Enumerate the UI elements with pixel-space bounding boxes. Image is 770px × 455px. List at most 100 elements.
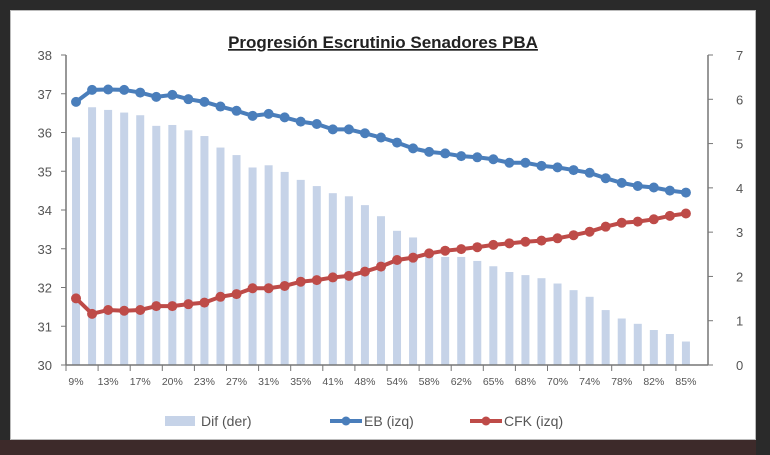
point-cfk — [584, 226, 595, 237]
legend-label: EB (izq) — [364, 413, 414, 429]
legend-label: Dif (der) — [201, 413, 252, 429]
point-eb — [71, 96, 82, 107]
left-tick-label: 33 — [38, 242, 52, 257]
x-tick-label: 20% — [162, 376, 183, 388]
bar-dif — [200, 136, 209, 365]
point-cfk — [327, 272, 338, 283]
point-cfk — [408, 252, 419, 263]
point-eb — [440, 148, 451, 159]
bar-dif — [553, 283, 562, 365]
point-eb — [167, 89, 178, 100]
bar-dif — [489, 266, 498, 365]
point-eb — [295, 116, 306, 127]
x-tick-label: 58% — [419, 376, 440, 388]
point-eb — [183, 94, 194, 105]
bar-dif — [393, 230, 402, 365]
bar-dif — [473, 260, 482, 365]
point-eb — [504, 157, 515, 168]
x-tick-label: 48% — [354, 376, 375, 388]
point-eb — [343, 124, 354, 135]
bar-dif — [168, 124, 177, 365]
bar-dif — [184, 130, 193, 365]
point-cfk — [231, 289, 242, 300]
bar-dif — [216, 147, 225, 365]
point-eb — [103, 84, 114, 95]
bar-dif — [248, 167, 257, 365]
bar-dif — [633, 323, 642, 365]
point-eb — [552, 162, 563, 173]
point-eb — [359, 128, 370, 139]
point-cfk — [199, 297, 210, 308]
bar-dif — [88, 107, 97, 365]
left-tick-label: 30 — [38, 358, 52, 373]
point-cfk — [247, 283, 258, 294]
point-cfk — [87, 308, 98, 319]
point-cfk — [648, 214, 659, 225]
point-eb — [520, 157, 531, 168]
point-cfk — [359, 266, 370, 277]
point-cfk — [215, 291, 226, 302]
x-tick-label: 41% — [322, 376, 343, 388]
right-tick-label: 5 — [736, 137, 743, 152]
x-tick-label: 74% — [579, 376, 600, 388]
bar-dif — [441, 256, 450, 365]
bar-dif — [457, 256, 466, 365]
x-tick-label: 35% — [290, 376, 311, 388]
bar-dif — [521, 275, 530, 365]
point-eb — [231, 105, 242, 116]
x-tick-label: 13% — [98, 376, 119, 388]
point-cfk — [151, 301, 162, 312]
bar-dif — [601, 310, 610, 365]
legend-swatch-dif — [165, 416, 195, 426]
left-tick-label: 36 — [38, 126, 52, 141]
left-tick-label: 34 — [38, 203, 52, 218]
bar-dif — [152, 125, 161, 365]
point-cfk — [504, 238, 515, 249]
bar-dif — [360, 205, 369, 365]
point-cfk — [392, 254, 403, 265]
point-cfk — [440, 245, 451, 256]
bar-dif — [681, 341, 690, 365]
x-tick-label: 23% — [194, 376, 215, 388]
point-eb — [600, 173, 611, 184]
bar-dif — [376, 216, 385, 365]
bar-dif — [232, 155, 241, 365]
left-tick-label: 32 — [38, 281, 52, 296]
point-cfk — [552, 233, 563, 244]
point-eb — [327, 124, 338, 135]
right-tick-label: 2 — [736, 269, 743, 284]
bar-dif — [617, 318, 626, 365]
x-tick-label: 85% — [675, 376, 696, 388]
point-eb — [199, 96, 210, 107]
point-cfk — [71, 293, 82, 304]
point-cfk — [488, 239, 499, 250]
x-tick-label: 17% — [130, 376, 151, 388]
point-cfk — [279, 280, 290, 291]
point-cfk — [632, 216, 643, 227]
bar-dif — [104, 109, 113, 366]
right-tick-label: 0 — [736, 358, 743, 373]
bar-dif — [665, 334, 674, 365]
point-cfk — [424, 248, 435, 259]
x-tick-label: 78% — [611, 376, 632, 388]
right-tick-label: 7 — [736, 48, 743, 63]
point-cfk — [343, 270, 354, 281]
point-eb — [392, 137, 403, 148]
right-tick-label: 1 — [736, 314, 743, 329]
point-cfk — [183, 299, 194, 310]
point-eb — [616, 177, 627, 188]
point-cfk — [103, 304, 114, 315]
legend-swatch-marker — [341, 416, 351, 426]
bar-dif — [649, 330, 658, 365]
bar-dif — [505, 272, 514, 365]
bar-dif — [280, 171, 289, 365]
point-cfk — [520, 236, 531, 247]
point-eb — [135, 87, 146, 98]
point-cfk — [536, 235, 547, 246]
point-eb — [247, 110, 258, 121]
point-eb — [632, 180, 643, 191]
point-cfk — [135, 304, 146, 315]
x-tick-label: 9% — [68, 376, 83, 388]
bar-dif — [569, 290, 578, 365]
